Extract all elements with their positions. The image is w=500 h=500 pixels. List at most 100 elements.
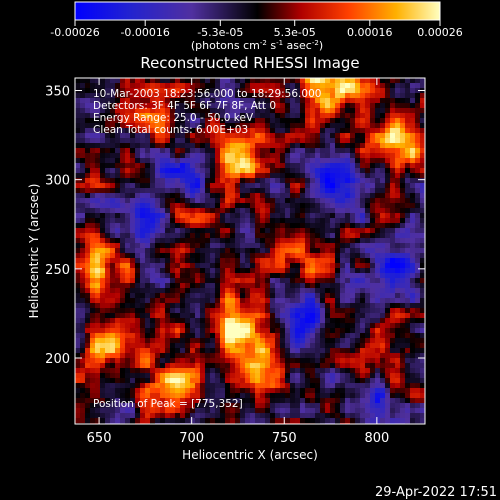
heatmap-cell bbox=[220, 268, 226, 274]
heatmap-cell bbox=[105, 268, 111, 274]
heatmap-cell bbox=[130, 353, 136, 359]
heatmap-cell bbox=[190, 418, 196, 424]
heatmap-cell bbox=[400, 128, 406, 134]
heatmap-cell bbox=[365, 253, 371, 259]
heatmap-cell bbox=[120, 308, 126, 314]
heatmap-cell bbox=[325, 183, 331, 189]
heatmap-cell bbox=[95, 373, 101, 379]
heatmap-cell bbox=[300, 138, 306, 144]
heatmap-cell bbox=[385, 218, 391, 224]
heatmap-cell bbox=[370, 193, 376, 199]
heatmap-cell bbox=[140, 363, 146, 369]
heatmap-cell bbox=[190, 83, 196, 89]
heatmap-cell bbox=[305, 313, 311, 319]
heatmap-cell bbox=[270, 273, 276, 279]
heatmap-cell bbox=[230, 228, 236, 234]
heatmap-cell bbox=[335, 303, 341, 309]
heatmap-cell bbox=[260, 193, 266, 199]
y-axis-label: Heliocentric Y (arcsec) bbox=[27, 184, 41, 319]
heatmap-cell bbox=[345, 238, 351, 244]
heatmap-cell bbox=[410, 178, 416, 184]
heatmap-cell bbox=[170, 278, 176, 284]
heatmap-cell bbox=[325, 133, 331, 139]
heatmap-cell bbox=[155, 103, 161, 109]
heatmap-cell bbox=[420, 163, 425, 169]
heatmap-cell bbox=[340, 358, 346, 364]
heatmap-cell bbox=[205, 278, 211, 284]
heatmap-cell bbox=[275, 143, 281, 149]
heatmap-cell bbox=[185, 328, 191, 334]
heatmap-cell bbox=[145, 263, 151, 269]
heatmap-cell bbox=[380, 218, 386, 224]
heatmap-cell bbox=[210, 338, 216, 344]
heatmap-cell bbox=[330, 223, 336, 229]
heatmap-cell bbox=[145, 283, 151, 289]
heatmap-cell bbox=[325, 398, 331, 404]
heatmap-cell bbox=[75, 218, 81, 224]
heatmap-cell bbox=[255, 128, 261, 134]
heatmap-cell bbox=[400, 208, 406, 214]
heatmap-cell bbox=[310, 198, 316, 204]
heatmap-cell bbox=[130, 278, 136, 284]
heatmap-cell bbox=[355, 303, 361, 309]
heatmap-cell bbox=[255, 208, 261, 214]
heatmap-cell bbox=[380, 118, 386, 124]
heatmap-cell bbox=[385, 358, 391, 364]
heatmap-cell bbox=[285, 193, 291, 199]
heatmap-cell bbox=[270, 188, 276, 194]
heatmap-cell bbox=[175, 363, 181, 369]
heatmap-cell bbox=[155, 128, 161, 134]
heatmap-cell bbox=[410, 183, 416, 189]
heatmap-cell bbox=[290, 398, 296, 404]
heatmap-cell bbox=[165, 203, 171, 209]
heatmap-cell bbox=[385, 183, 391, 189]
heatmap-cell bbox=[295, 188, 301, 194]
heatmap-cell bbox=[80, 323, 86, 329]
heatmap-cell bbox=[175, 288, 181, 294]
heatmap-cell bbox=[280, 358, 286, 364]
heatmap-cell bbox=[115, 148, 121, 154]
heatmap-cell bbox=[255, 163, 261, 169]
heatmap-cell bbox=[330, 328, 336, 334]
heatmap-cell bbox=[230, 358, 236, 364]
heatmap-cell bbox=[225, 243, 231, 249]
heatmap-cell bbox=[90, 233, 96, 239]
heatmap-cell bbox=[215, 303, 221, 309]
heatmap-cell bbox=[395, 313, 401, 319]
heatmap-cell bbox=[395, 128, 401, 134]
heatmap-cell bbox=[175, 183, 181, 189]
heatmap-cell bbox=[360, 318, 366, 324]
heatmap-cell bbox=[285, 213, 291, 219]
heatmap-cell bbox=[130, 258, 136, 264]
heatmap-cell bbox=[75, 373, 81, 379]
heatmap-cell bbox=[130, 143, 136, 149]
heatmap-cell bbox=[230, 208, 236, 214]
heatmap-cell bbox=[185, 208, 191, 214]
heatmap-cell bbox=[350, 278, 356, 284]
heatmap-cell bbox=[160, 203, 166, 209]
heatmap-cell bbox=[130, 168, 136, 174]
heatmap-cell bbox=[390, 203, 396, 209]
heatmap-cell bbox=[335, 278, 341, 284]
heatmap-cell bbox=[85, 98, 91, 104]
heatmap-cell bbox=[400, 338, 406, 344]
heatmap-cell bbox=[390, 253, 396, 259]
heatmap-cell bbox=[150, 233, 156, 239]
heatmap-cell bbox=[310, 388, 316, 394]
heatmap-cell bbox=[130, 218, 136, 224]
heatmap-cell bbox=[410, 268, 416, 274]
heatmap-cell bbox=[245, 213, 251, 219]
heatmap-cell bbox=[315, 283, 321, 289]
heatmap-cell bbox=[385, 308, 391, 314]
heatmap-cell bbox=[355, 408, 361, 414]
heatmap-cell bbox=[355, 138, 361, 144]
heatmap-cell bbox=[245, 258, 251, 264]
heatmap-cell bbox=[185, 198, 191, 204]
heatmap-cell bbox=[80, 413, 86, 419]
heatmap-cell bbox=[120, 393, 126, 399]
heatmap-cell bbox=[405, 233, 411, 239]
heatmap-cell bbox=[220, 133, 226, 139]
heatmap-cell bbox=[160, 298, 166, 304]
heatmap-cell bbox=[265, 418, 271, 424]
heatmap-cell bbox=[325, 228, 331, 234]
